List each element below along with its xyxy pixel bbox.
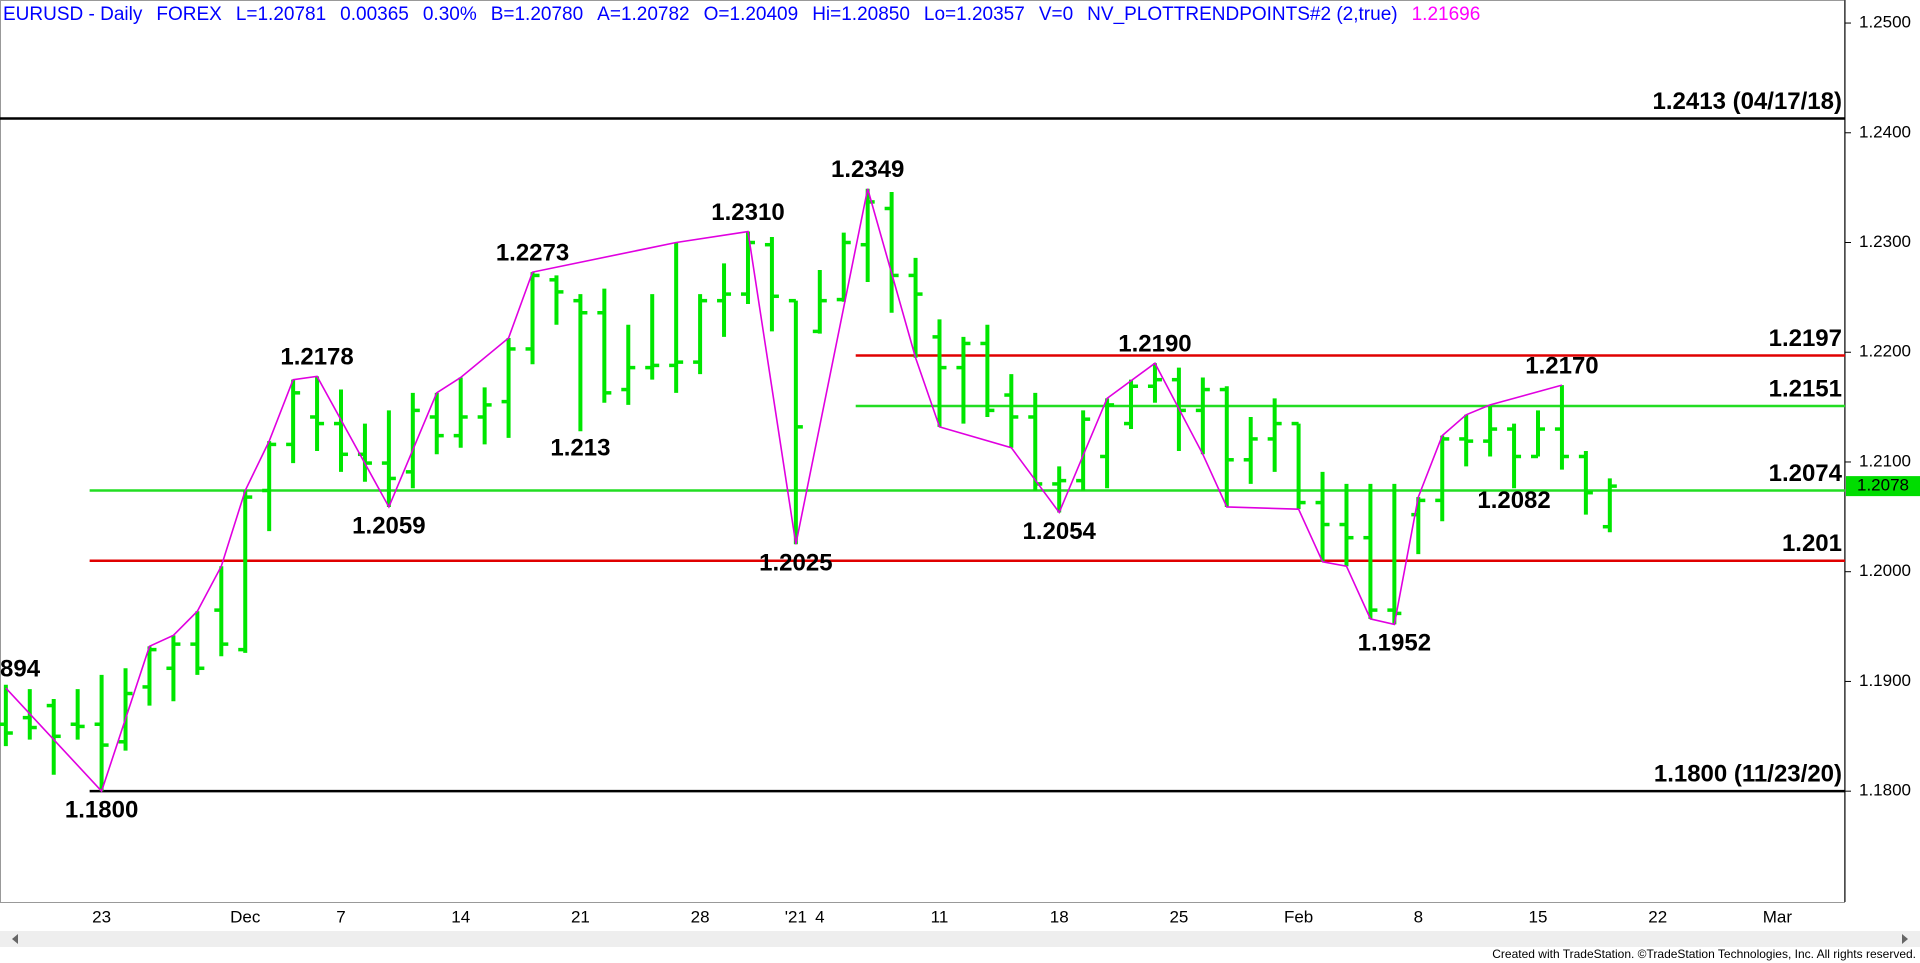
swing-label: 1.2170: [1525, 353, 1598, 380]
quote-field: Hi=1.20850: [812, 4, 910, 25]
quote-field: NV_PLOTTRENDPOINTS#2 (2,true): [1087, 4, 1397, 25]
quote-field: 0.30%: [423, 4, 477, 25]
y-tick-label: 1.1900: [1859, 671, 1911, 690]
quote-field: O=1.20409: [704, 4, 799, 25]
y-tick-label: 1.1800: [1859, 781, 1911, 800]
quote-field: A=1.20782: [597, 4, 689, 25]
footer: Created with TradeStation. ©TradeStation…: [1492, 947, 1916, 961]
x-tick-label: 8: [1414, 907, 1423, 926]
swing-label: 1.2059: [352, 512, 425, 539]
swing-label: 1.213: [550, 434, 610, 461]
x-tick-label: 21: [571, 907, 590, 926]
swing-label: 1.2178: [280, 344, 353, 371]
x-tick-label: 14: [451, 907, 470, 926]
x-tick-label: '21: [785, 907, 807, 926]
x-tick-label: 18: [1050, 907, 1069, 926]
level-label: 1.1800 (11/23/20): [1654, 761, 1842, 788]
level-label: 1.2151: [1769, 375, 1842, 402]
y-tick-label: 1.2200: [1859, 342, 1911, 361]
x-tick-label: 7: [336, 907, 345, 926]
scroll-left[interactable]: [12, 934, 18, 944]
x-tick-label: 4: [815, 907, 824, 926]
x-tick-label: 25: [1169, 907, 1188, 926]
x-tick-label: 15: [1529, 907, 1548, 926]
x-tick-label: Mar: [1763, 907, 1793, 926]
level-label: 1.2074: [1769, 460, 1843, 487]
swing-label: 1.2054: [1022, 518, 1096, 545]
x-tick-label: 22: [1648, 907, 1667, 926]
quote-field: L=1.20781: [236, 4, 326, 25]
quote-field: FOREX: [156, 4, 222, 25]
y-tick-label: 1.2500: [1859, 13, 1911, 32]
y-tick-label: 1.2400: [1859, 122, 1911, 141]
scrollbar[interactable]: [0, 931, 1920, 947]
level-label: 1.201: [1782, 530, 1842, 557]
last-price-label: 1.2078: [1857, 476, 1909, 495]
swing-label: 1.2082: [1477, 487, 1550, 514]
y-tick-label: 1.2300: [1859, 232, 1911, 251]
quote-field: EURUSD - Daily: [3, 4, 143, 25]
y-tick-label: 1.2100: [1859, 451, 1911, 470]
quote-field: 0.00365: [340, 4, 409, 25]
indicator-value: 1.21696: [1412, 4, 1481, 25]
swing-label: 1.2349: [831, 156, 904, 183]
swing-label: 1.1952: [1358, 630, 1431, 657]
last-price-tag: [1846, 476, 1920, 497]
y-tick-label: 1.2000: [1859, 561, 1911, 580]
swing-label: 1.2190: [1118, 331, 1191, 358]
level-label: 1.2197: [1769, 325, 1842, 352]
trend-line: [5, 188, 1563, 793]
x-tick-label: Feb: [1284, 907, 1313, 926]
swing-label: 1.1800: [65, 797, 138, 824]
quote-field: B=1.20780: [491, 4, 583, 25]
quote-field: V=0: [1039, 4, 1073, 25]
x-tick-label: 28: [691, 907, 710, 926]
swing-label: 894: [0, 655, 41, 682]
swing-label: 1.2025: [759, 550, 832, 577]
x-tick-label: 11: [931, 907, 949, 926]
x-tick-label: 23: [92, 907, 111, 926]
x-tick-label: Dec: [230, 907, 261, 926]
quote-field: Lo=1.20357: [924, 4, 1025, 25]
swing-label: 1.2310: [711, 199, 784, 226]
scroll-right[interactable]: [1902, 934, 1908, 944]
swing-label: 1.2273: [496, 239, 569, 266]
level-label: 1.2413 (04/17/18): [1653, 88, 1842, 115]
